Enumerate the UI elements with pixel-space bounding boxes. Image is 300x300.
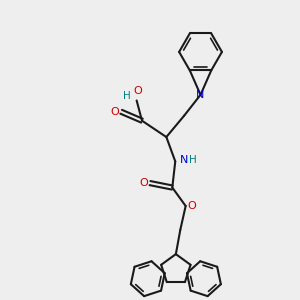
Text: O: O (110, 107, 119, 117)
Text: O: O (134, 86, 142, 96)
Text: N: N (196, 90, 205, 100)
Text: O: O (139, 178, 148, 188)
Text: N: N (179, 155, 188, 165)
Text: O: O (188, 201, 197, 211)
Text: H: H (189, 155, 197, 165)
Text: H: H (123, 91, 131, 101)
